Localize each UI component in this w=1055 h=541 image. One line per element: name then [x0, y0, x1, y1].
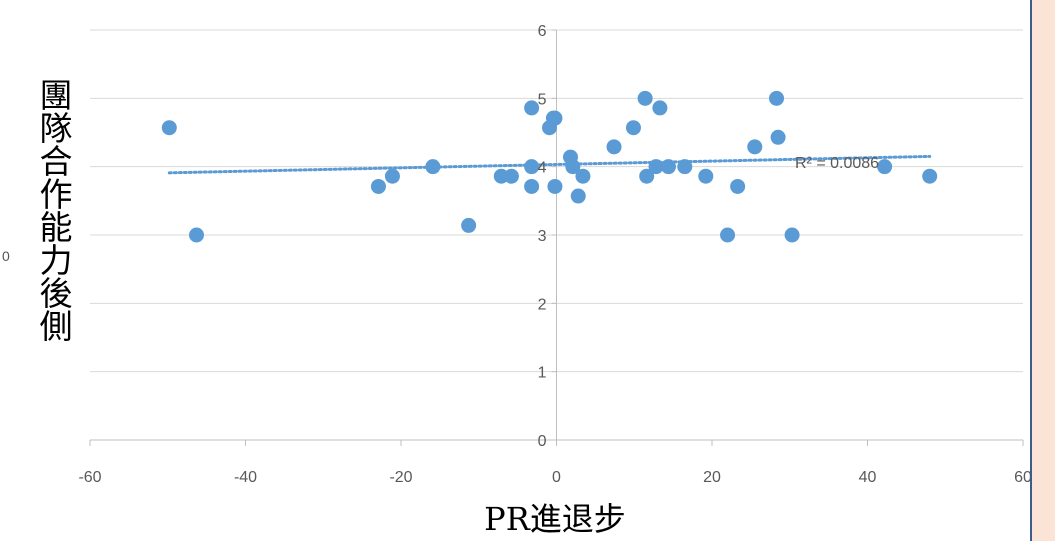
data-point [384, 168, 400, 184]
data-point [637, 90, 653, 106]
y-tick-label: 0 [538, 433, 547, 450]
data-point [698, 168, 714, 184]
data-point [565, 159, 581, 175]
data-point [461, 217, 477, 233]
data-point [639, 168, 655, 184]
y-tick-label: 3 [538, 228, 547, 245]
data-point [370, 178, 386, 194]
x-axis-title: PR進退步 [484, 500, 626, 538]
x-tick-label: 0 [552, 469, 561, 486]
data-point [784, 227, 800, 243]
data-point [189, 227, 205, 243]
left-edge-fragment: 0 [2, 248, 10, 264]
right-side-panel [1030, 0, 1055, 541]
data-point [770, 129, 786, 145]
trendline-r2-label: R² = 0.0086 [795, 155, 879, 172]
tick-labels: -60 -40 -20 0 20 40 60 0 1 2 3 4 5 6 R² = 0.0086 [78, 23, 1030, 486]
scatter-chart: -60 -40 -20 0 20 40 60 0 1 2 3 4 5 6 R² = 0.0086 [78, 23, 1030, 486]
data-point [425, 159, 441, 175]
data-point [877, 159, 893, 175]
x-tick-label: 40 [859, 469, 877, 486]
gridlines [90, 29, 1023, 373]
data-point [524, 159, 540, 175]
x-tick-label: -60 [78, 469, 101, 486]
data-point [545, 110, 561, 126]
data-point [747, 139, 763, 155]
data-points [161, 90, 938, 243]
x-tick-label: -20 [389, 469, 412, 486]
data-point [524, 100, 540, 116]
data-point [677, 159, 693, 175]
data-point [769, 90, 785, 106]
data-point [161, 120, 177, 136]
y-tick-label: 5 [538, 91, 547, 108]
data-point [503, 168, 519, 184]
x-tick-label: 20 [703, 469, 721, 486]
data-point [570, 188, 586, 204]
y-tick-label: 4 [538, 160, 547, 177]
trendline [167, 154, 932, 175]
data-point [625, 120, 641, 136]
y-tick-label: 6 [538, 23, 547, 40]
data-point [922, 168, 938, 184]
data-point [648, 159, 664, 175]
x-tick-label: 60 [1014, 469, 1030, 486]
data-point [660, 159, 676, 175]
left-edge-fragments: 0 [0, 0, 30, 541]
data-point [524, 178, 540, 194]
x-tick-label: -40 [234, 469, 257, 486]
data-point [652, 100, 668, 116]
axes [89, 29, 1024, 446]
data-point [606, 139, 622, 155]
data-point [720, 227, 736, 243]
data-point [730, 178, 746, 194]
data-point [575, 168, 591, 184]
y-tick-label: 1 [538, 365, 547, 382]
data-point [547, 178, 563, 194]
trendline-group [167, 154, 932, 175]
y-tick-label: 2 [538, 296, 547, 313]
y-axis-title: 團隊合作能力後側 [34, 78, 73, 342]
